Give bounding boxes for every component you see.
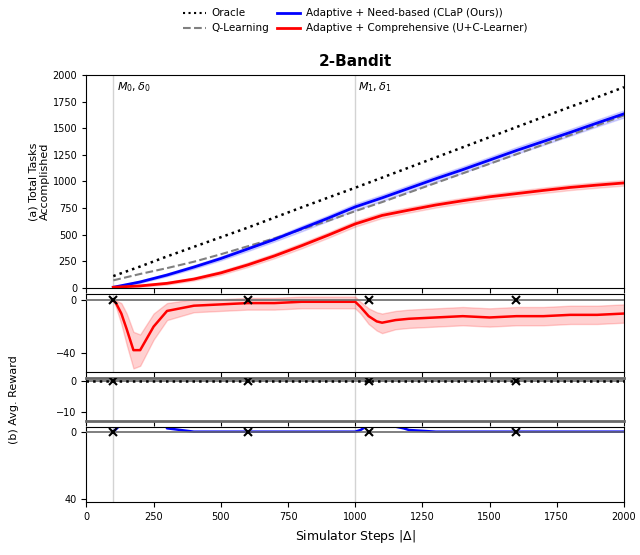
Text: $M_0, \delta_0$: $M_0, \delta_0$ bbox=[116, 80, 150, 94]
Text: 2-Bandit: 2-Bandit bbox=[319, 54, 392, 69]
Text: $M_1, \delta_1$: $M_1, \delta_1$ bbox=[358, 80, 392, 94]
Legend: Oracle, Q-Learning, Adaptive + Need-based (CLaP (Ours)), Adaptive + Comprehensiv: Oracle, Q-Learning, Adaptive + Need-base… bbox=[179, 4, 531, 38]
X-axis label: Simulator Steps |$\Delta$|: Simulator Steps |$\Delta$| bbox=[295, 528, 415, 544]
Y-axis label: (a) Total Tasks
Accomplished: (a) Total Tasks Accomplished bbox=[28, 142, 50, 220]
Text: (b) Avg. Reward: (b) Avg. Reward bbox=[9, 355, 19, 444]
